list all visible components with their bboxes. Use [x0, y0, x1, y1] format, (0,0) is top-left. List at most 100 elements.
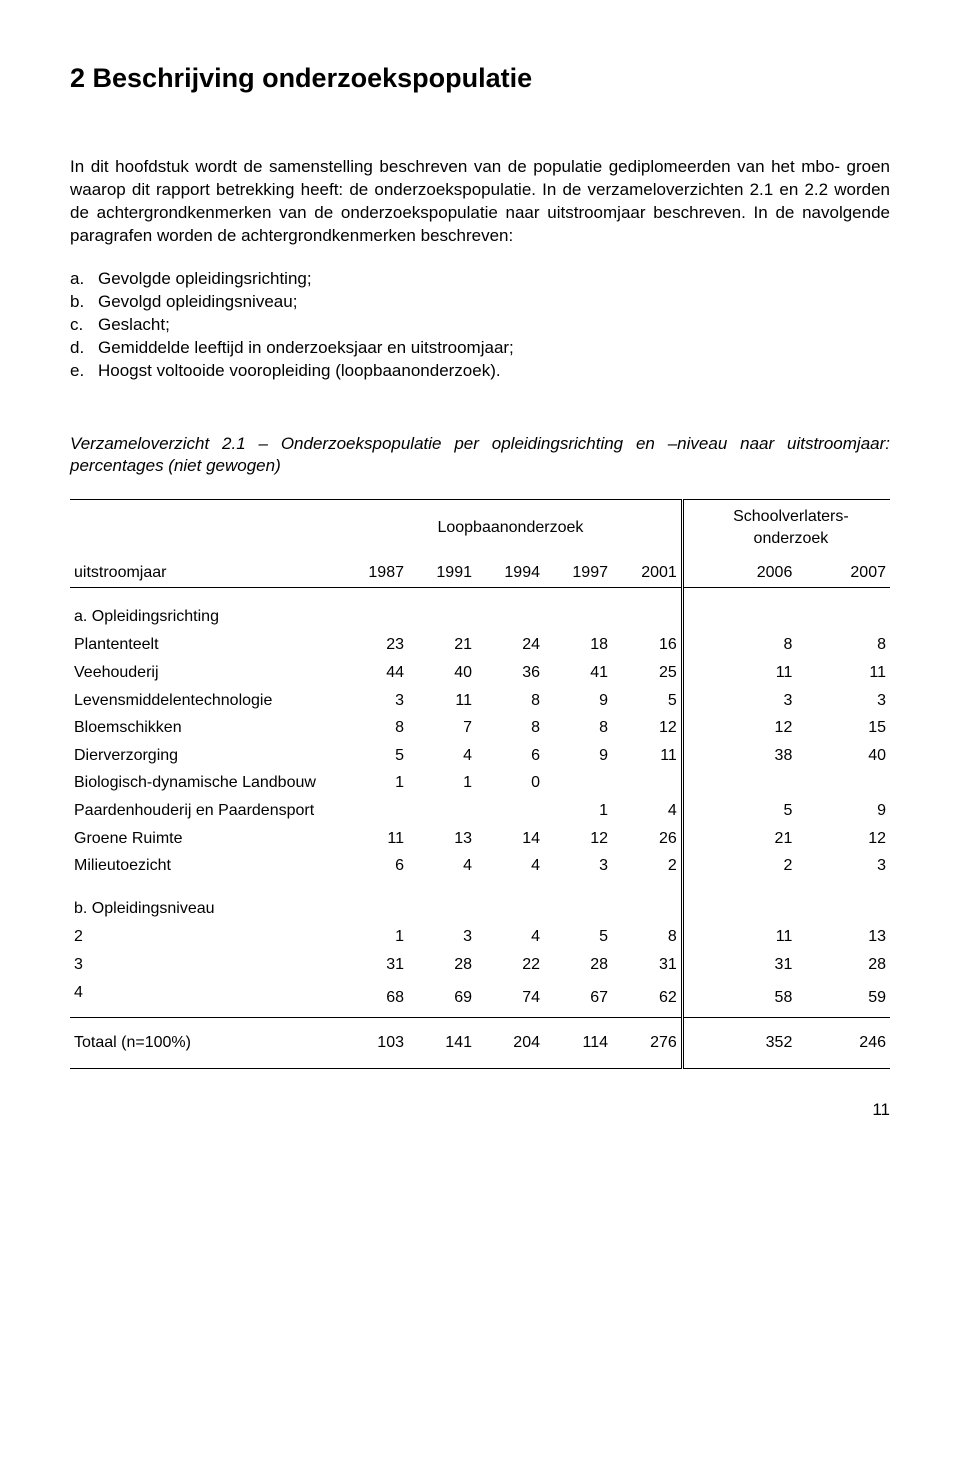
cell: 3	[682, 687, 796, 715]
cell: 4	[476, 852, 544, 880]
section-a-header: a. Opleidingsrichting	[70, 587, 682, 631]
cell: 15	[796, 714, 890, 742]
table-row: Veehouderij44403641251111	[70, 659, 890, 687]
cell: 38	[682, 742, 796, 770]
cell: 11	[682, 659, 796, 687]
cell: 8	[544, 714, 612, 742]
cell: 3	[796, 687, 890, 715]
cell	[476, 797, 544, 825]
year-col: 1991	[408, 559, 476, 587]
table-row: Groene Ruimte11131412262112	[70, 825, 890, 853]
cell: 44	[340, 659, 408, 687]
cell: 2	[682, 852, 796, 880]
table-caption: Verzameloverzicht 2.1 – Onderzoekspopula…	[70, 433, 890, 477]
cell: 40	[796, 742, 890, 770]
cell: 9	[544, 687, 612, 715]
table-row: Biologisch-dynamische Landbouw110	[70, 769, 890, 797]
cell: 12	[612, 714, 682, 742]
cell: 114	[544, 1018, 612, 1069]
cell: 58	[682, 979, 796, 1018]
cell: 6	[476, 742, 544, 770]
cell: 8	[340, 714, 408, 742]
cell: 8	[476, 687, 544, 715]
cell: 4	[476, 923, 544, 951]
cell	[408, 797, 476, 825]
year-col: 1994	[476, 559, 544, 587]
table-row: Plantenteelt232124181688	[70, 631, 890, 659]
cell: 13	[796, 923, 890, 951]
cell	[682, 769, 796, 797]
cell: 6	[340, 852, 408, 880]
cell: 8	[682, 631, 796, 659]
cell: 1	[340, 923, 408, 951]
cell: 9	[796, 797, 890, 825]
cell: 13	[408, 825, 476, 853]
row-header-label: uitstroomjaar	[70, 559, 340, 587]
list-letter: e.	[70, 360, 98, 383]
cell: 204	[476, 1018, 544, 1069]
cell: 4	[408, 742, 476, 770]
list-item: c.Geslacht;	[70, 314, 890, 337]
cell: 68	[340, 979, 408, 1018]
column-group-2: Schoolverlaters- onderzoek	[682, 500, 890, 560]
cell: 8	[612, 923, 682, 951]
row-label: 4	[70, 979, 340, 1018]
list-text: Gevolgde opleidingsrichting;	[98, 268, 312, 291]
cell: 3	[796, 852, 890, 880]
cell: 62	[612, 979, 682, 1018]
year-col: 1997	[544, 559, 612, 587]
cell: 11	[408, 687, 476, 715]
list-text: Hoogst voltooide vooropleiding (loopbaan…	[98, 360, 501, 383]
cell: 5	[544, 923, 612, 951]
cell: 31	[612, 951, 682, 979]
cell: 4	[408, 852, 476, 880]
row-label: 2	[70, 923, 340, 951]
cell: 3	[544, 852, 612, 880]
cell: 5	[612, 687, 682, 715]
cell: 28	[796, 951, 890, 979]
cell: 28	[544, 951, 612, 979]
cell	[544, 769, 612, 797]
cell: 5	[340, 742, 408, 770]
list-letter: a.	[70, 268, 98, 291]
cell: 18	[544, 631, 612, 659]
cell: 141	[408, 1018, 476, 1069]
cell: 14	[476, 825, 544, 853]
cell: 276	[612, 1018, 682, 1069]
cell: 352	[682, 1018, 796, 1069]
list-letter: d.	[70, 337, 98, 360]
cell: 1	[408, 769, 476, 797]
year-col: 2001	[612, 559, 682, 587]
cell: 11	[796, 659, 890, 687]
list-item: e.Hoogst voltooide vooropleiding (loopba…	[70, 360, 890, 383]
cell: 21	[408, 631, 476, 659]
cell: 16	[612, 631, 682, 659]
cell: 9	[544, 742, 612, 770]
row-label: Levensmiddelentechnologie	[70, 687, 340, 715]
list-item: d.Gemiddelde leeftijd in onderzoeksjaar …	[70, 337, 890, 360]
cell	[796, 769, 890, 797]
year-col: 2007	[796, 559, 890, 587]
cell: 26	[612, 825, 682, 853]
list-letter: b.	[70, 291, 98, 314]
table-row: Paardenhouderij en Paardensport1459	[70, 797, 890, 825]
row-label: Veehouderij	[70, 659, 340, 687]
table-row: Milieutoezicht6443223	[70, 852, 890, 880]
list-text: Gevolgd opleidingsniveau;	[98, 291, 297, 314]
section-b-header: b. Opleidingsniveau	[70, 880, 682, 924]
cell: 31	[340, 951, 408, 979]
cell: 23	[340, 631, 408, 659]
cell: 246	[796, 1018, 890, 1069]
list-letter: c.	[70, 314, 98, 337]
cell: 24	[476, 631, 544, 659]
row-label: Groene Ruimte	[70, 825, 340, 853]
cell: 1	[340, 769, 408, 797]
row-label: Totaal (n=100%)	[70, 1018, 340, 1069]
table-row: 2134581113	[70, 923, 890, 951]
cell: 59	[796, 979, 890, 1018]
cell: 22	[476, 951, 544, 979]
chapter-heading: 2 Beschrijving onderzoekspopulatie	[70, 60, 890, 96]
cell: 11	[612, 742, 682, 770]
row-label: 3	[70, 951, 340, 979]
cell: 41	[544, 659, 612, 687]
